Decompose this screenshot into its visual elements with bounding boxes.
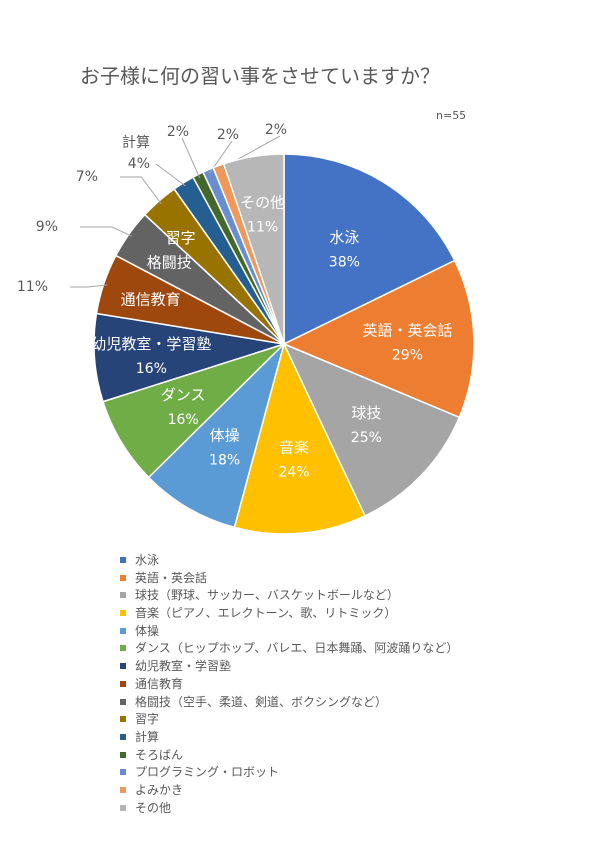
slice-percent: 2%: [217, 127, 239, 143]
legend-item: 格闘技（空手、柔道、剣道、ボクシングなど）: [120, 694, 458, 712]
legend-swatch: [120, 574, 126, 581]
slice-percent: 16%: [136, 361, 167, 377]
legend-swatch: [120, 557, 126, 563]
leader-line: [181, 137, 201, 179]
legend-label: 格闘技（空手、柔道、剣道、ボクシングなど）: [135, 694, 388, 709]
legend-label: 水泳: [135, 553, 160, 567]
legend-swatch: [120, 645, 126, 652]
slice-percent: 4%: [128, 156, 150, 172]
legend-label: 体操: [135, 623, 160, 638]
leader-line: [120, 176, 162, 205]
legend-swatch: [120, 751, 126, 758]
slice-percent: 7%: [76, 169, 98, 185]
legend-label: 球技（野球、サッカー、バスケットボールなど）: [135, 588, 399, 603]
pie-slice: [233, 341, 366, 535]
slice-percent: 2%: [167, 124, 189, 140]
slice-percent: 9%: [36, 219, 58, 235]
legend-item: その他: [120, 800, 458, 818]
slice-percent: 25%: [351, 430, 382, 446]
legend-label: ダンス（ヒップホップ、バレエ、日本舞踊、阿波踊りなど）: [135, 641, 459, 656]
slice-label: 計算: [122, 135, 150, 151]
pie-slice: [283, 153, 456, 346]
legend-swatch: [120, 698, 126, 705]
slice-label: ダンス: [161, 386, 206, 404]
legend-swatch: [120, 663, 126, 670]
slice-label: 通信教育: [121, 290, 181, 308]
legend-swatch: [120, 610, 126, 617]
slice-percent: 11%: [247, 220, 278, 236]
legend-swatch: [120, 804, 126, 811]
legend-item: 計算: [120, 729, 458, 747]
legend-item: 体操: [120, 623, 458, 641]
legend-item: 水泳: [120, 552, 458, 570]
legend-item: 幼児教室・学習塾: [120, 658, 458, 676]
slice-label: 幼児教室・学習塾: [91, 335, 211, 353]
slice-label: 体操: [210, 427, 240, 445]
legend-item: プログラミング・ロボット: [120, 764, 458, 782]
slice-label: 水泳: [329, 228, 359, 246]
legend-item: ダンス（ヒップホップ、バレエ、日本舞踊、阿波踊りなど）: [120, 640, 458, 658]
slice-label: 球技: [351, 404, 381, 422]
pie-slice: [147, 341, 286, 529]
legend: 水泳英語・英会話球技（野球、サッカー、バスケットボールなど） 音楽（ピアノ、エレク…: [120, 552, 458, 817]
leader-line: [80, 226, 133, 237]
legend-swatch: [120, 786, 126, 793]
legend-label: そろばん: [135, 747, 184, 762]
legend-label: 通信教育: [135, 676, 184, 691]
legend-item: そろばん: [120, 747, 458, 765]
legend-label: その他: [135, 800, 172, 815]
pie-chart: 水泳 38% 英語・英会話 29% 球技 25% 音楽 24% 体操 18% ダンス 16% 幼児教室・…: [17, 122, 475, 535]
leader-line: [70, 284, 108, 288]
slice-label: 習字: [166, 229, 196, 247]
slice-percent: 29%: [392, 347, 423, 363]
legend-item: 通信教育: [120, 676, 458, 694]
leader-line: [155, 163, 186, 187]
legend-swatch: [120, 680, 126, 687]
legend-item: 習字: [120, 711, 458, 729]
legend-label: 計算: [135, 729, 160, 744]
sample-size-note: n=55: [436, 109, 467, 122]
legend-swatch: [120, 592, 126, 599]
slice-label: その他: [240, 194, 285, 212]
slice-label: 格闘技: [147, 254, 192, 272]
legend-swatch: [120, 627, 126, 634]
legend-item: 英語・英会話: [120, 570, 458, 588]
pie-slice: [282, 342, 461, 517]
legend-item: よみかき: [120, 782, 458, 800]
chart-title: お子様に何の習い事をさせていますか？: [80, 64, 440, 88]
legend-label: 音楽（ピアノ、エレクトーン、歌、リトミック）: [135, 606, 397, 621]
legend-label: 英語・英会話: [135, 570, 208, 585]
slice-percent: 18%: [209, 453, 240, 469]
legend-swatch: [120, 716, 126, 723]
legend-swatch: [120, 733, 126, 740]
slice-label: 英語・英会話: [362, 321, 452, 339]
slice-percent: 11%: [17, 279, 48, 295]
legend-swatch: [120, 769, 126, 776]
legend-item: 球技（野球、サッカー、バスケットボールなど）: [120, 587, 458, 605]
legend-label: よみかき: [135, 782, 184, 797]
slice-percent: 24%: [278, 465, 309, 481]
slice-label: 音楽: [279, 439, 309, 457]
legend-label: プログラミング・ロボット: [135, 765, 280, 780]
pie-slice: [222, 153, 285, 345]
slice-percent: 16%: [168, 412, 199, 428]
slice-percent: 38%: [329, 254, 360, 270]
legend-item: 音楽（ピアノ、エレクトーン、歌、リトミック）: [120, 605, 458, 623]
legend-label: 幼児教室・学習塾: [135, 659, 232, 674]
slice-percent: 2%: [265, 122, 287, 138]
legend-label: 習字: [135, 712, 160, 727]
pie-slice: [282, 259, 475, 419]
